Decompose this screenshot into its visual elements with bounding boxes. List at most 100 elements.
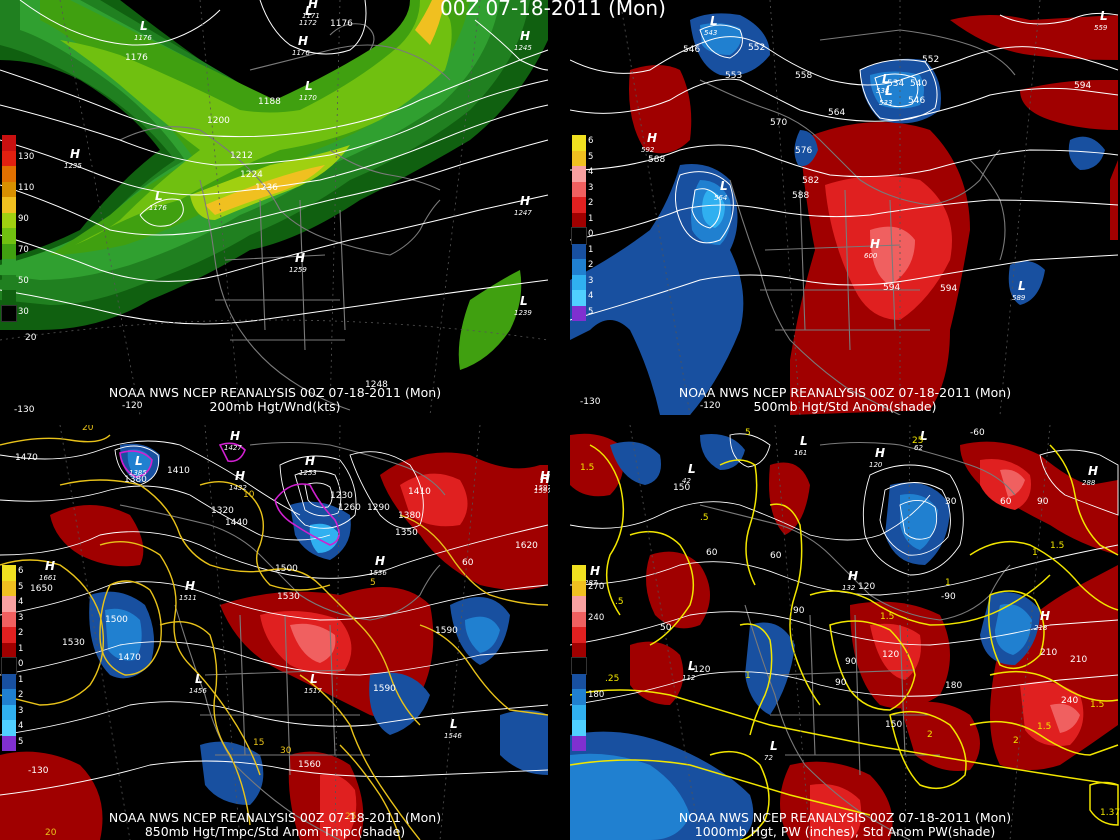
- contour-value-label: 15: [253, 738, 264, 748]
- contour-value-label: 60: [706, 548, 718, 558]
- pressure-center-letter: L: [720, 179, 728, 193]
- panel-850mb-temperature: L 1385 H 1427 H 1432 H 1253 H 1661 H 1511 L 1456 L 1517…: [0, 425, 550, 840]
- legend-label: 180: [588, 690, 605, 700]
- contour-value-label: 564: [828, 108, 845, 118]
- pressure-center-letter: H: [295, 251, 305, 265]
- pressure-center-value: 218: [1034, 624, 1048, 632]
- legend-entry: [571, 657, 612, 675]
- legend-entry: 4: [572, 166, 612, 182]
- panel-caption-field: 200mb Hgt/Wnd(kts): [209, 399, 341, 414]
- panel-caption-source: NOAA NWS NCEP REANALYSIS 00Z 07-18-2011 …: [678, 810, 1012, 825]
- contour-value-label: 2: [1013, 736, 1019, 746]
- contour-value-label: -130: [28, 766, 49, 776]
- pressure-center-letter: L: [195, 672, 203, 686]
- legend-label: 1: [18, 674, 24, 685]
- pressure-center-value: 564: [714, 194, 727, 202]
- pressure-center-value: 1235: [64, 162, 82, 170]
- legend-swatch: [572, 611, 586, 627]
- legend-label: 5: [18, 736, 24, 747]
- legend-entry: [572, 596, 612, 612]
- high-pressure-center: H1597: [534, 469, 550, 492]
- pressure-center-value: 559: [1094, 24, 1108, 32]
- legend-label: 3: [588, 182, 594, 193]
- legend-entry: 240: [572, 611, 612, 627]
- pressure-center-value: 589: [1012, 294, 1026, 302]
- legend-swatch: [2, 720, 16, 736]
- pressure-center-value: 1385: [129, 469, 147, 477]
- contour-value-label: -60: [970, 428, 985, 438]
- contour-value-label: 1.5: [1090, 700, 1104, 710]
- legend-entry: 5: [572, 305, 612, 321]
- legend-label: 110: [18, 182, 35, 193]
- legend-swatch: [572, 689, 586, 705]
- contour-value-label: 150: [673, 483, 690, 493]
- legend-swatch: [2, 580, 16, 596]
- pressure-center-value: 1239: [514, 309, 532, 317]
- pressure-center-value: 62: [914, 444, 923, 452]
- legend-swatch: [2, 673, 16, 689]
- legend-label: 90: [18, 213, 29, 224]
- legend-swatch: [572, 243, 586, 259]
- page-title: 00Z 07-18-2011 (Mon): [440, 0, 666, 20]
- pressure-center-value: 543: [704, 29, 717, 37]
- contour-value-label: 540: [910, 79, 927, 89]
- legend-swatch: [572, 290, 586, 306]
- contour-value-label: 5: [370, 578, 376, 588]
- legend-swatch: [572, 305, 586, 321]
- contour-value-label: 1230: [330, 491, 353, 501]
- pressure-center-value: 287: [584, 579, 598, 587]
- contour-value-label: 582: [802, 176, 819, 186]
- legend-entry: 130: [2, 150, 42, 166]
- contour-value-label: 1620: [515, 541, 538, 551]
- contour-value-label: 594: [883, 283, 900, 293]
- pressure-center-letter: H: [520, 194, 530, 208]
- legend-label: 130: [18, 151, 35, 162]
- panel-caption-field: 500mb Hgt/Std Anom(shade): [753, 399, 937, 414]
- legend-entry: [2, 259, 42, 275]
- legend-swatch: [572, 673, 586, 689]
- pressure-center-value: 1253: [299, 469, 317, 477]
- legend-entry: [572, 565, 612, 581]
- legend-swatch: [572, 735, 586, 751]
- legend-label: 4: [588, 291, 594, 301]
- legend-entry: [572, 735, 612, 751]
- pressure-center-value: 1536: [369, 569, 387, 577]
- pressure-center-value: 1511: [179, 594, 197, 602]
- contour-value-label: 30: [945, 497, 957, 507]
- legend-label: 1: [18, 643, 24, 654]
- pressure-center-letter: H: [230, 429, 240, 443]
- contour-value-label: 1530: [62, 638, 85, 648]
- contour-value-label: 1.5: [1050, 541, 1064, 551]
- legend-label: 2: [18, 690, 24, 700]
- legend-swatch: [2, 565, 16, 581]
- contour-value-label: 120: [882, 650, 899, 660]
- legend-entry: 180: [572, 689, 612, 705]
- contour-value-label: 1.5: [880, 612, 894, 622]
- legend-entry: 110: [2, 181, 42, 197]
- legend-label: 2: [588, 260, 594, 270]
- legend-swatch: [2, 596, 16, 612]
- contour-value-label: -120: [122, 401, 143, 411]
- contour-value-label: 1: [945, 578, 951, 588]
- pressure-center-value: 1171: [302, 12, 320, 20]
- freezing-contours: [119, 442, 340, 546]
- legend-swatch: [2, 274, 16, 290]
- legend-entry: 6: [2, 565, 42, 581]
- legend-entry: 5: [572, 150, 612, 166]
- legend-entry: 1: [2, 642, 42, 658]
- pressure-center-letter: L: [710, 14, 718, 28]
- color-scale-legend: 6 5 4 3 2 1 0 1 2 3 4 5: [1, 565, 42, 751]
- legend-entry: [572, 642, 612, 658]
